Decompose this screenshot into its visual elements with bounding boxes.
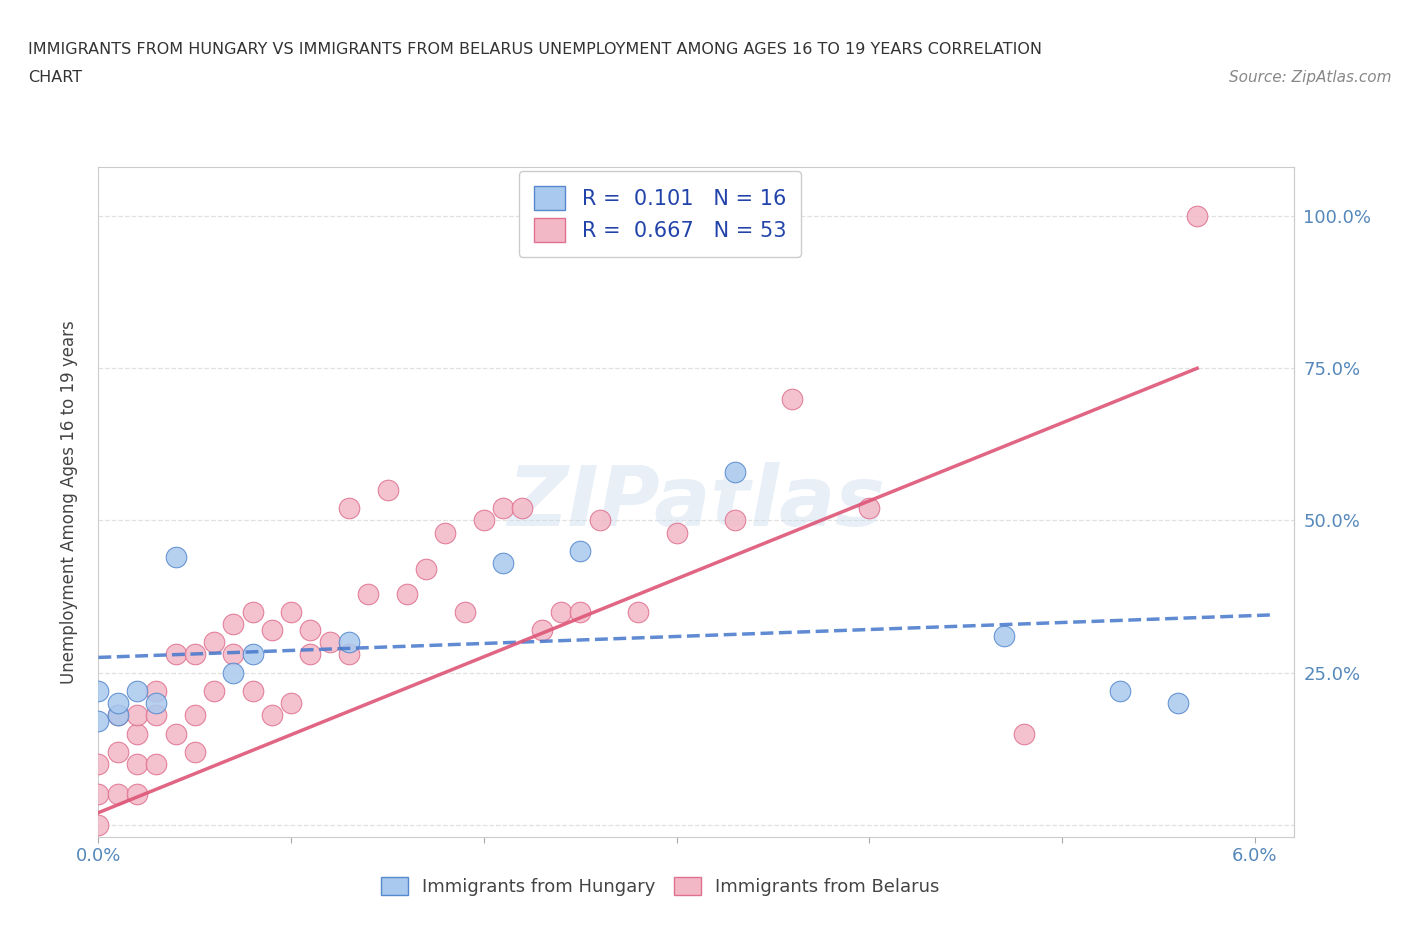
Point — [125, 787, 148, 802]
Point — [165, 647, 187, 662]
Point — [145, 756, 167, 771]
Point — [165, 550, 187, 565]
Point — [242, 684, 264, 698]
Point — [202, 684, 225, 698]
Y-axis label: Unemployment Among Ages 16 to 19 years: Unemployment Among Ages 16 to 19 years — [59, 320, 77, 684]
Point — [299, 622, 322, 637]
Point — [453, 604, 475, 619]
Point — [1185, 208, 1208, 223]
Point — [395, 586, 418, 601]
Point — [357, 586, 380, 601]
Point — [723, 464, 745, 479]
Point — [222, 617, 245, 631]
Point — [337, 635, 360, 650]
Point — [222, 665, 245, 680]
Point — [125, 726, 148, 741]
Point — [993, 629, 1015, 644]
Point — [145, 684, 167, 698]
Point — [260, 708, 283, 723]
Point — [87, 756, 110, 771]
Point — [165, 726, 187, 741]
Point — [492, 501, 515, 516]
Point — [434, 525, 457, 540]
Point — [512, 501, 534, 516]
Point — [184, 708, 207, 723]
Text: IMMIGRANTS FROM HUNGARY VS IMMIGRANTS FROM BELARUS UNEMPLOYMENT AMONG AGES 16 TO: IMMIGRANTS FROM HUNGARY VS IMMIGRANTS FR… — [28, 42, 1042, 57]
Text: ZIPatlas: ZIPatlas — [508, 461, 884, 543]
Point — [1012, 726, 1035, 741]
Point — [665, 525, 688, 540]
Point — [184, 744, 207, 759]
Point — [107, 787, 129, 802]
Point — [415, 562, 437, 577]
Legend: Immigrants from Hungary, Immigrants from Belarus: Immigrants from Hungary, Immigrants from… — [371, 868, 949, 905]
Text: CHART: CHART — [28, 70, 82, 85]
Point — [125, 684, 148, 698]
Point — [87, 714, 110, 729]
Point — [145, 696, 167, 711]
Point — [87, 684, 110, 698]
Point — [550, 604, 572, 619]
Point — [492, 555, 515, 570]
Point — [202, 635, 225, 650]
Point — [107, 708, 129, 723]
Point — [125, 708, 148, 723]
Point — [337, 501, 360, 516]
Point — [588, 513, 610, 528]
Point — [260, 622, 283, 637]
Point — [242, 604, 264, 619]
Point — [87, 817, 110, 832]
Point — [337, 647, 360, 662]
Point — [472, 513, 495, 528]
Point — [299, 647, 322, 662]
Point — [569, 543, 592, 558]
Point — [1109, 684, 1132, 698]
Point — [627, 604, 650, 619]
Point — [222, 647, 245, 662]
Point — [125, 756, 148, 771]
Point — [782, 392, 804, 406]
Point — [280, 696, 302, 711]
Point — [280, 604, 302, 619]
Point — [145, 708, 167, 723]
Point — [107, 708, 129, 723]
Point — [107, 744, 129, 759]
Point — [377, 483, 399, 498]
Point — [530, 622, 553, 637]
Text: Source: ZipAtlas.com: Source: ZipAtlas.com — [1229, 70, 1392, 85]
Point — [242, 647, 264, 662]
Point — [569, 604, 592, 619]
Point — [107, 696, 129, 711]
Point — [319, 635, 342, 650]
Point — [184, 647, 207, 662]
Point — [723, 513, 745, 528]
Point — [1167, 696, 1189, 711]
Point — [87, 787, 110, 802]
Point — [858, 501, 880, 516]
